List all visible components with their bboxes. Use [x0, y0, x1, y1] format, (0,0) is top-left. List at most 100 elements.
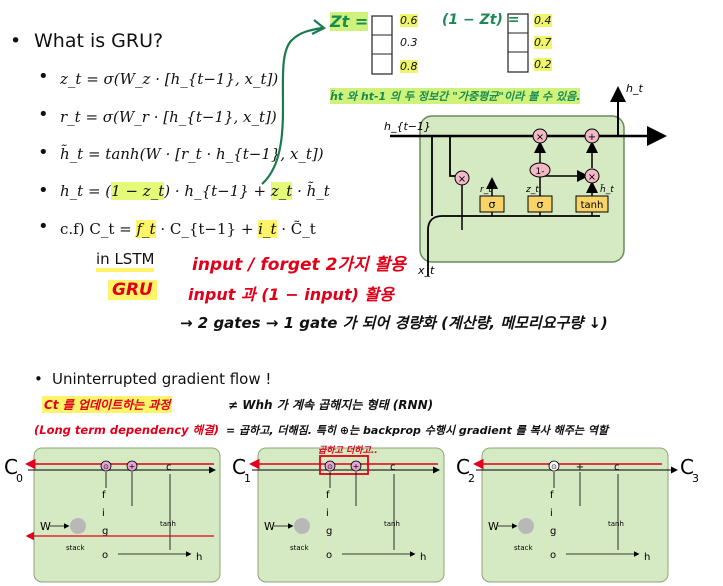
weight-node	[294, 518, 310, 534]
svg-text:σ: σ	[537, 198, 544, 211]
lstm-chain-diagram: C 0 C 1 C 2 C 3 ⊙ + c W f i g o stack ta…	[4, 447, 699, 583]
lstm-cell-2: ⊙ + c W f i g o stack tanh h	[249, 447, 445, 583]
weight-node	[518, 518, 534, 534]
cf-mid: · C_{t−1} +	[155, 220, 259, 238]
svg-text:tanh: tanh	[160, 520, 176, 528]
annotation-arrow	[261, 26, 323, 185]
svg-text:+: +	[588, 132, 596, 143]
cf-i: i_t	[258, 220, 277, 238]
eq-h-z: z_t	[270, 182, 293, 200]
gru-label: GRU	[108, 280, 157, 300]
eq-bullet: •	[38, 142, 49, 163]
svg-text:×: ×	[458, 174, 466, 185]
zt-vector-box	[371, 15, 393, 75]
svg-text:c: c	[614, 462, 620, 473]
svg-text:f: f	[102, 490, 106, 501]
multiply-op-icon	[454, 170, 470, 186]
eq-h: h_t = (1 − z_t) · h_{t−1} + z_t · h̃_t	[60, 182, 330, 200]
multiply-op-icon	[324, 460, 336, 472]
lstm-cell-1: ⊙ + c W f i g o stack tanh h	[25, 447, 221, 583]
line2-highlight: (Long term dependency 해결)	[34, 423, 220, 437]
svg-text:⊙: ⊙	[103, 463, 109, 471]
label-h-out: h_t	[626, 82, 643, 95]
callout-box	[319, 455, 369, 475]
c-label-2: C	[456, 455, 470, 479]
svg-text:+: +	[129, 462, 136, 471]
svg-text:f: f	[326, 490, 330, 501]
svg-text:W: W	[264, 520, 275, 533]
gru-note: input 과 (1 − input) 활용	[188, 285, 394, 304]
svg-text:tanh: tanh	[581, 200, 604, 211]
svg-text:1-: 1-	[536, 167, 545, 177]
svg-text:+: +	[353, 462, 360, 471]
svg-text:⊙: ⊙	[327, 463, 333, 471]
svg-text:1: 1	[244, 472, 251, 485]
eq-bullet: •	[38, 180, 49, 201]
one-minus-zt-vector-box	[507, 13, 529, 73]
callout-note: 곱하고 더하고..	[318, 446, 378, 456]
line1-rest: ≠ Whh 가 계속 곱해지는 형태 (RNN)	[228, 398, 434, 412]
add-op-icon	[584, 128, 600, 144]
label-r: r_t	[480, 185, 492, 195]
tanh-gate	[575, 195, 609, 213]
svg-text:+: +	[576, 462, 584, 473]
svg-text:0: 0	[16, 472, 23, 485]
svg-text:c: c	[166, 462, 172, 473]
svg-text:stack: stack	[514, 544, 534, 552]
svg-text:×: ×	[536, 132, 544, 143]
zt-value-0: 0.6	[400, 14, 418, 27]
svg-text:stack: stack	[66, 544, 86, 552]
eq-h-one-minus-z: 1 − z_t	[111, 182, 165, 200]
gru-cell-diagram: × + × 1- × σ σ tanh h_{t−1} h_t x_t r_t …	[384, 82, 667, 277]
title-bullet: •	[10, 30, 22, 52]
section2-title: Uninterrupted gradient flow !	[52, 370, 272, 388]
weighted-average-note: h̃t 와 ht-1 의 두 정보간 "가중평균"이라 볼 수 있음.	[330, 88, 581, 104]
svg-text:g: g	[550, 526, 556, 537]
section1-title: What is GRU?	[34, 30, 164, 52]
zt-value-2: 0.8	[400, 60, 418, 73]
svg-text:i: i	[550, 508, 553, 519]
svg-text:o: o	[102, 550, 108, 561]
svg-text:tanh: tanh	[384, 520, 400, 528]
svg-text:stack: stack	[290, 544, 310, 552]
eq-bullet: •	[38, 104, 49, 125]
svg-text:⊙: ⊙	[551, 463, 557, 471]
section2-bullet: •	[34, 370, 43, 388]
line1-highlight: Ct 를 업데이트하는 과정	[42, 396, 173, 413]
svg-text:×: ×	[588, 172, 596, 183]
svg-text:2: 2	[468, 472, 475, 485]
multiply-op-icon	[548, 460, 560, 472]
svg-text:o: o	[550, 550, 556, 561]
multiply-op-icon	[100, 460, 112, 472]
one-minus-op-icon	[529, 162, 551, 178]
one-minus-value-1: 0.7	[534, 36, 552, 49]
svg-text:i: i	[102, 508, 105, 519]
arrow-head	[311, 19, 327, 35]
svg-text:3: 3	[692, 472, 699, 485]
sigma-gate-r	[479, 195, 505, 213]
lstm-note: input / forget 2가지 활용	[192, 255, 406, 275]
eq-bullet: •	[38, 216, 49, 237]
label-z: z_t	[525, 185, 539, 195]
svg-text:f: f	[550, 490, 554, 501]
eq-h-suffix: · h̃_t	[292, 182, 330, 200]
eq-h-mid: ) · h_{t−1} +	[164, 182, 271, 200]
zt-value-1: 0.3	[400, 36, 418, 49]
multiply-op-icon	[584, 168, 600, 184]
eq-cf: c.f) C_t = f_t · C_{t−1} + i_t · C̃_t	[60, 220, 316, 238]
add-op-icon	[350, 460, 362, 472]
one-minus-zt-label: (1 − Zt) =	[442, 12, 520, 28]
lstm-label: in LSTM	[96, 250, 155, 272]
svg-text:g: g	[326, 526, 332, 537]
zt-label: Zt =	[330, 12, 369, 31]
weight-node	[70, 518, 86, 534]
one-minus-value-0: 0.4	[534, 14, 552, 27]
sigma-gate-z	[527, 195, 553, 213]
eq-h-prefix: h_t = (	[60, 182, 112, 200]
cf-suffix: · C̃_t	[276, 220, 316, 238]
eq-r: r_t = σ(W_r · [h_{t−1}, x_t])	[60, 108, 277, 126]
svg-text:h: h	[196, 552, 202, 563]
line2-rest: = 곱하고, 더해짐. 특히 ⊕는 backprop 수행시 gradient …	[226, 424, 609, 437]
label-x: x_t	[417, 264, 435, 277]
